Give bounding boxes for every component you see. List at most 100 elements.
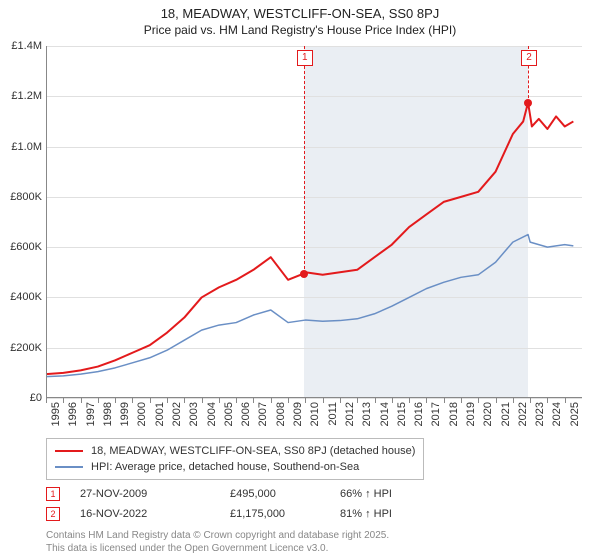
x-tick-label: 2007 (257, 402, 269, 426)
legend-swatch (55, 450, 83, 452)
x-tick-label: 2001 (154, 402, 166, 426)
attribution-line: This data is licensed under the Open Gov… (46, 543, 389, 556)
x-tick-label: 2025 (569, 402, 581, 426)
sale-index-box: 1 (46, 487, 60, 501)
x-tick (81, 398, 82, 403)
x-tick-label: 2009 (292, 402, 304, 426)
x-tick-label: 2020 (482, 402, 494, 426)
x-tick-label: 1996 (67, 402, 79, 426)
y-tick-label: £800K (0, 191, 42, 203)
x-tick (132, 398, 133, 403)
x-tick (444, 398, 445, 403)
x-tick-label: 2012 (344, 402, 356, 426)
y-tick-label: £600K (0, 241, 42, 253)
x-tick-label: 2000 (136, 402, 148, 426)
x-tick (409, 398, 410, 403)
legend-item: HPI: Average price, detached house, Sout… (55, 459, 415, 475)
sale-marker-line (304, 46, 305, 274)
x-axis-line (46, 397, 582, 398)
legend-item: 18, MEADWAY, WESTCLIFF-ON-SEA, SS0 8PJ (… (55, 443, 415, 459)
x-tick-label: 1995 (50, 402, 62, 426)
sale-marker-label: 1 (297, 50, 313, 66)
x-tick-label: 2017 (430, 402, 442, 426)
x-tick (530, 398, 531, 403)
y-axis-line (46, 46, 47, 398)
x-tick-label: 2022 (517, 402, 529, 426)
x-tick (271, 398, 272, 403)
x-tick-label: 2002 (171, 402, 183, 426)
x-tick (253, 398, 254, 403)
x-tick (46, 398, 47, 403)
x-tick (565, 398, 566, 403)
x-tick (150, 398, 151, 403)
grid-line (46, 398, 582, 399)
sale-marker-dot (524, 99, 532, 107)
y-tick-label: £200K (0, 342, 42, 354)
y-tick-label: £1.2M (0, 90, 42, 102)
x-tick (219, 398, 220, 403)
x-tick (305, 398, 306, 403)
legend: 18, MEADWAY, WESTCLIFF-ON-SEA, SS0 8PJ (… (46, 438, 424, 480)
sale-marker-label: 2 (521, 50, 537, 66)
x-tick (513, 398, 514, 403)
x-tick-label: 2021 (500, 402, 512, 426)
x-tick-label: 1997 (85, 402, 97, 426)
x-tick (478, 398, 479, 403)
x-tick-label: 2008 (275, 402, 287, 426)
attribution-line: Contains HM Land Registry data © Crown c… (46, 530, 389, 543)
legend-label: 18, MEADWAY, WESTCLIFF-ON-SEA, SS0 8PJ (… (91, 445, 415, 457)
x-tick-label: 2003 (188, 402, 200, 426)
sale-hpi-relative: 81% ↑ HPI (340, 508, 392, 520)
sale-row: 1 27-NOV-2009£495,00066% ↑ HPI (46, 484, 392, 504)
x-tick-label: 2015 (396, 402, 408, 426)
y-tick-label: £1.4M (0, 40, 42, 52)
y-tick-label: £0 (0, 392, 42, 404)
sale-price: £495,000 (230, 488, 340, 500)
x-tick (496, 398, 497, 403)
x-tick-label: 2024 (551, 402, 563, 426)
sale-row: 2 16-NOV-2022£1,175,00081% ↑ HPI (46, 504, 392, 524)
x-tick (63, 398, 64, 403)
x-tick-label: 2006 (240, 402, 252, 426)
x-tick-label: 2011 (327, 402, 339, 426)
legend-swatch (55, 466, 83, 468)
x-tick (167, 398, 168, 403)
x-tick (426, 398, 427, 403)
y-tick-label: £400K (0, 291, 42, 303)
x-tick-label: 1999 (119, 402, 131, 426)
x-tick (461, 398, 462, 403)
y-tick-label: £1.0M (0, 141, 42, 153)
x-tick-label: 2013 (361, 402, 373, 426)
x-tick (547, 398, 548, 403)
x-tick (202, 398, 203, 403)
sale-price: £1,175,000 (230, 508, 340, 520)
x-tick-label: 2004 (206, 402, 218, 426)
x-tick (392, 398, 393, 403)
sale-marker-dot (300, 270, 308, 278)
attribution: Contains HM Land Registry data © Crown c… (46, 530, 389, 555)
x-tick (115, 398, 116, 403)
sale-index-box: 2 (46, 507, 60, 521)
x-tick-label: 2016 (413, 402, 425, 426)
x-tick-label: 2014 (379, 402, 391, 426)
x-tick (236, 398, 237, 403)
sale-date: 27-NOV-2009 (80, 488, 230, 500)
x-tick-label: 2018 (448, 402, 460, 426)
x-tick (323, 398, 324, 403)
page-subtitle: Price paid vs. HM Land Registry's House … (0, 23, 600, 37)
x-tick (98, 398, 99, 403)
x-tick (375, 398, 376, 403)
series-line-property_price (46, 103, 573, 375)
x-tick (340, 398, 341, 403)
sale-date: 16-NOV-2022 (80, 508, 230, 520)
x-tick (184, 398, 185, 403)
sale-hpi-relative: 66% ↑ HPI (340, 488, 392, 500)
page-title: 18, MEADWAY, WESTCLIFF-ON-SEA, SS0 8PJ (0, 6, 600, 21)
x-tick-label: 2010 (309, 402, 321, 426)
price-chart: 12 £0£200K£400K£600K£800K£1.0M£1.2M£1.4M… (46, 46, 582, 398)
x-tick (357, 398, 358, 403)
x-tick (288, 398, 289, 403)
sales-table: 1 27-NOV-2009£495,00066% ↑ HPI 2 16-NOV-202… (46, 484, 392, 524)
x-tick-label: 1998 (102, 402, 114, 426)
x-tick-label: 2019 (465, 402, 477, 426)
